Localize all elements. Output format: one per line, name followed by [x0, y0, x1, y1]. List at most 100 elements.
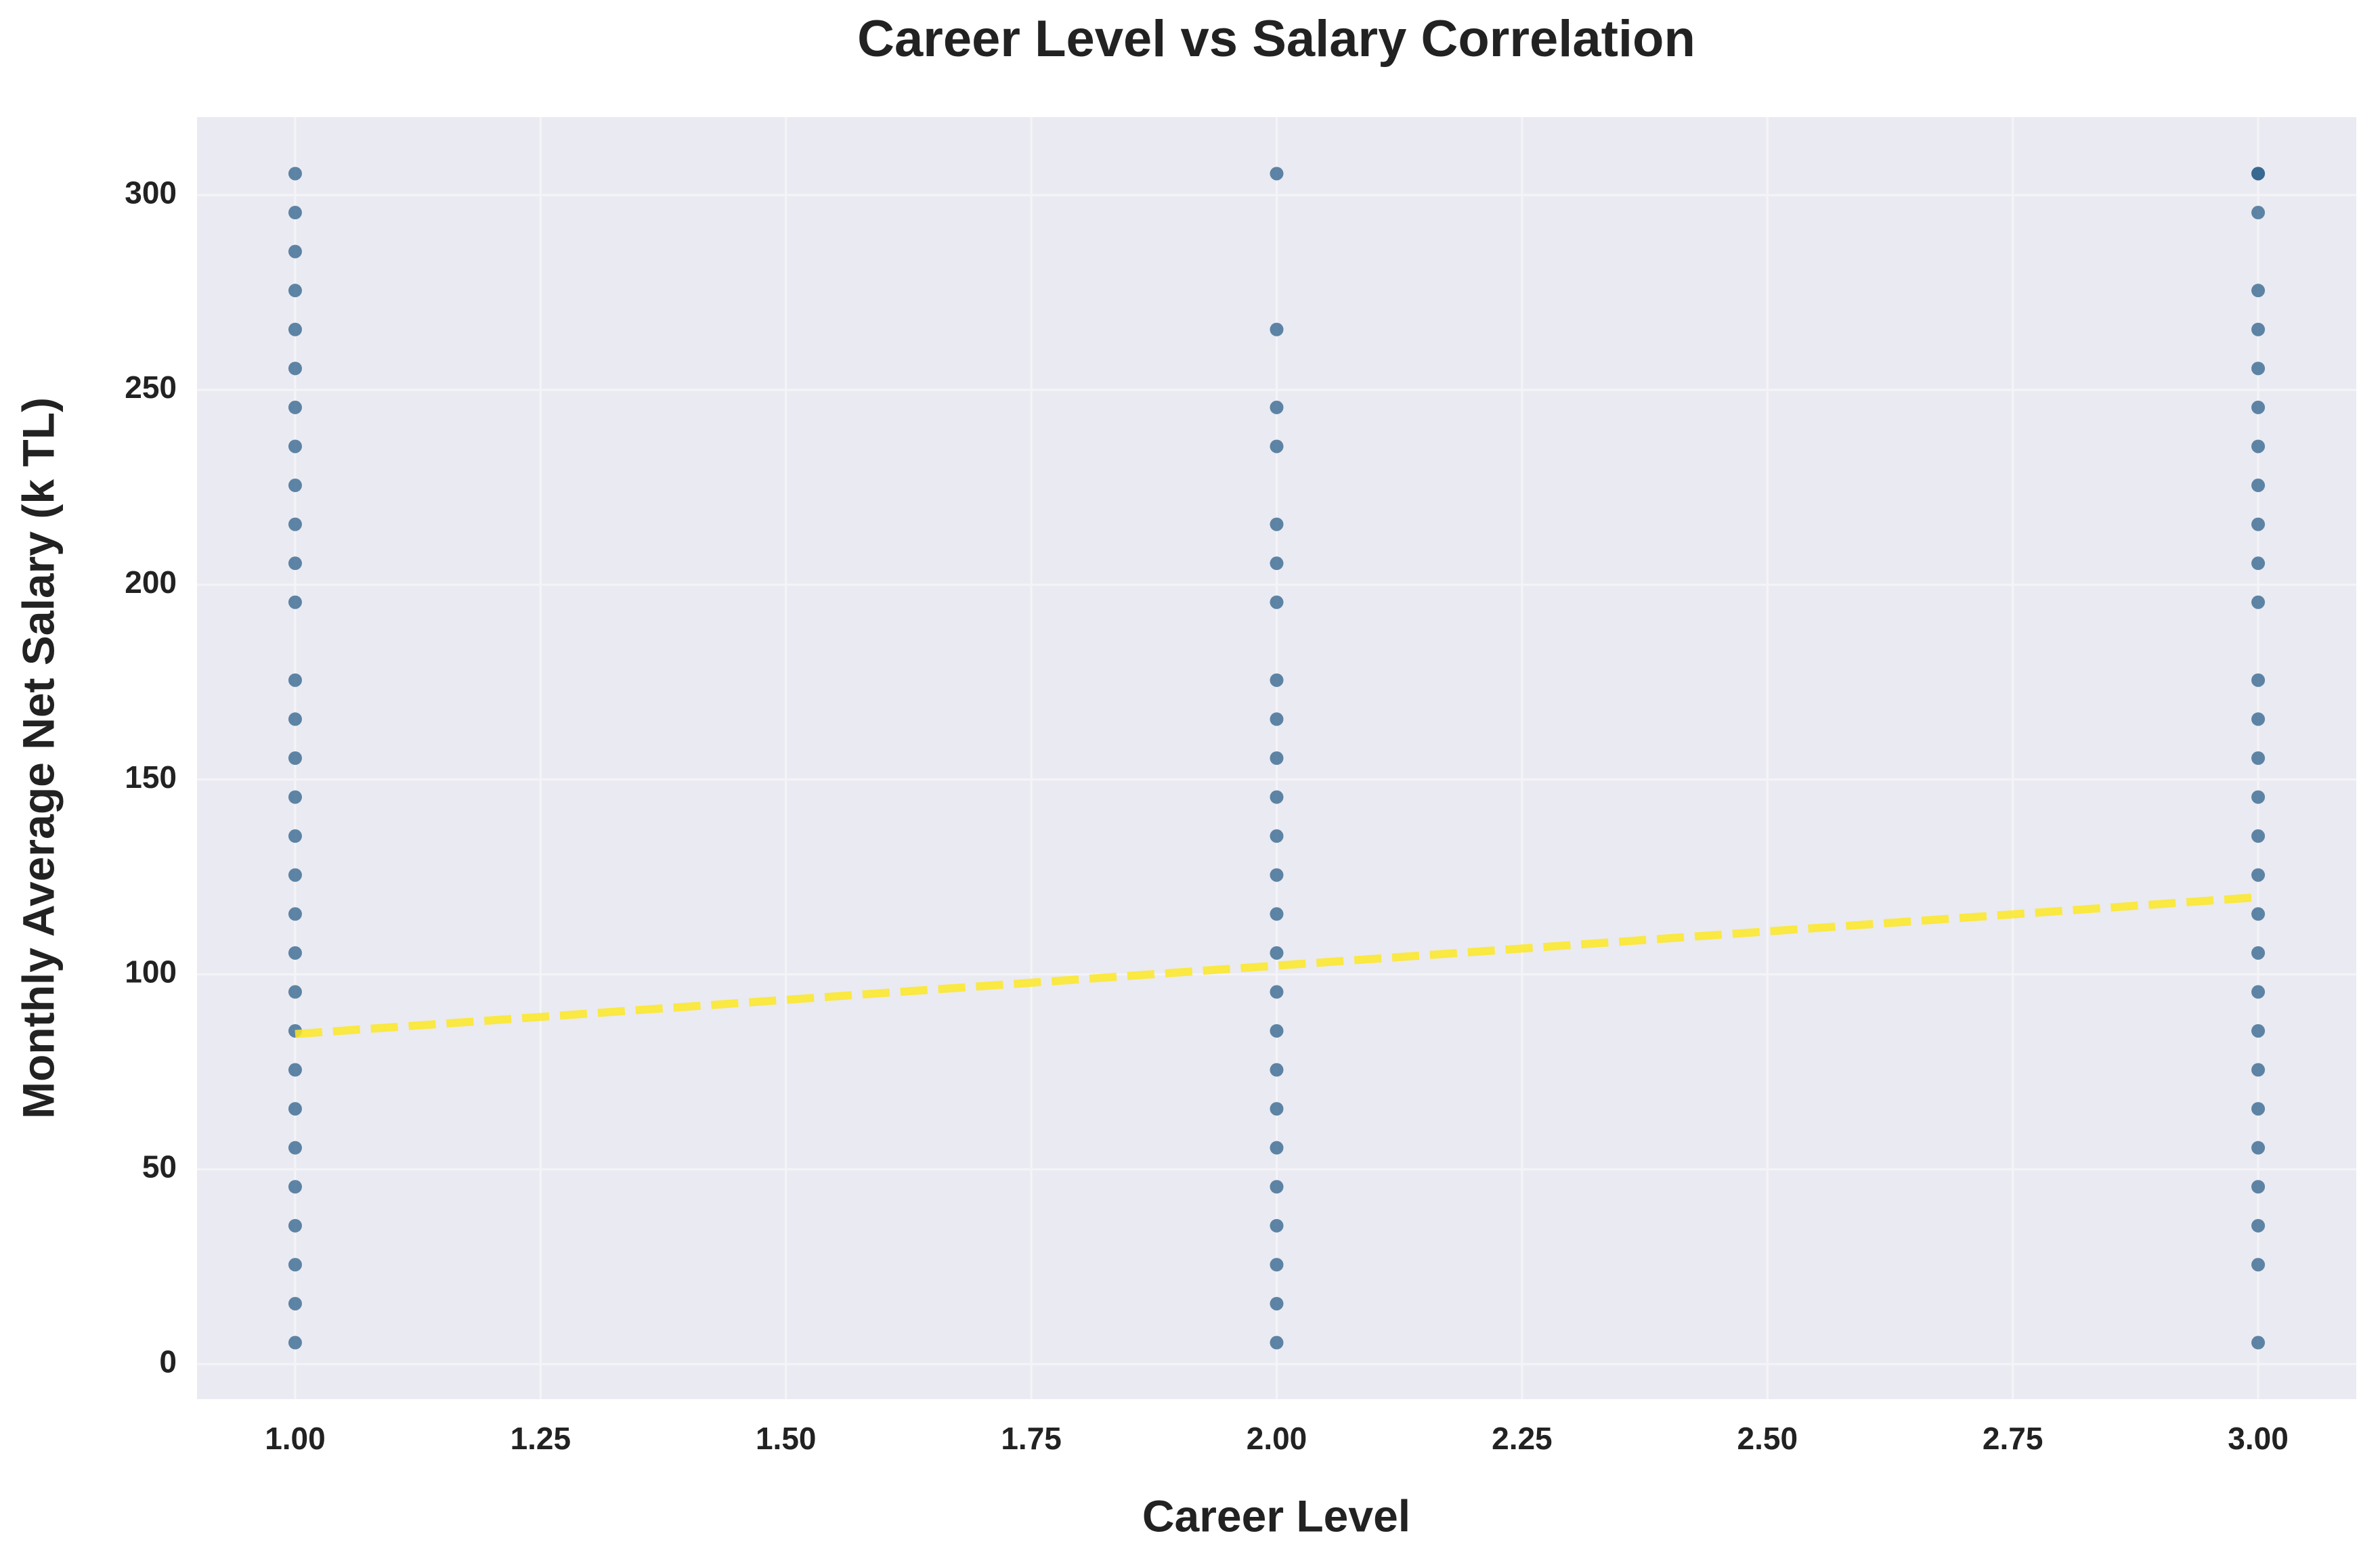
- scatter-point: [1270, 1023, 1284, 1038]
- scatter-point: [2251, 361, 2266, 376]
- scatter-point: [288, 868, 302, 882]
- scatter-point: [288, 1258, 302, 1272]
- x-tick-label: 1.25: [511, 1421, 571, 1456]
- scatter-point: [2251, 439, 2266, 454]
- scatter-point: [2251, 946, 2266, 960]
- scatter-point: [288, 1102, 302, 1116]
- scatter-point: [1270, 985, 1284, 999]
- chart-title: Career Level vs Salary Correlation: [857, 10, 1695, 68]
- scatter-point: [2251, 751, 2266, 765]
- scatter-point: [288, 517, 302, 531]
- scatter-point: [2251, 517, 2266, 531]
- scatter-point: [288, 284, 302, 298]
- scatter-point: [1270, 1336, 1284, 1350]
- x-tick-label: 2.25: [1492, 1421, 1553, 1456]
- scatter-point: [2251, 400, 2266, 414]
- scatter-point: [2251, 595, 2266, 609]
- x-tick-label: 2.75: [1983, 1421, 2043, 1456]
- scatter-point: [2251, 206, 2266, 220]
- scatter-point: [1270, 712, 1284, 726]
- scatter-point: [1270, 1296, 1284, 1310]
- scatter-point: [288, 829, 302, 843]
- scatter-point: [1270, 1218, 1284, 1233]
- scatter-point: [2251, 1102, 2266, 1116]
- x-tick-label: 3.00: [2228, 1421, 2289, 1456]
- y-tick-label: 50: [142, 1149, 177, 1185]
- scatter-point: [288, 595, 302, 609]
- scatter-point: [2251, 1258, 2266, 1272]
- scatter-point: [1270, 556, 1284, 571]
- scatter-point: [2251, 673, 2266, 687]
- scatter-point: [1270, 1180, 1284, 1194]
- scatter-point: [2251, 907, 2266, 921]
- scatter-point: [2251, 1023, 2266, 1038]
- scatter-point: [288, 985, 302, 999]
- scatter-point: [2251, 322, 2266, 336]
- scatter-point: [2251, 1180, 2266, 1194]
- scatter-point: [288, 556, 302, 571]
- scatter-point: [1270, 1102, 1284, 1116]
- scatter-point: [288, 167, 302, 181]
- x-tick-label: 2.50: [1737, 1421, 1798, 1456]
- scatter-point: [2251, 1336, 2266, 1350]
- scatter-point: [288, 673, 302, 687]
- y-tick-label: 100: [125, 954, 177, 990]
- scatter-point: [2251, 829, 2266, 843]
- scatter-point: [2251, 1063, 2266, 1077]
- scatter-point: [288, 712, 302, 726]
- scatter-point: [288, 322, 302, 336]
- scatter-point: [288, 1296, 302, 1310]
- scatter-point: [1270, 751, 1284, 765]
- scatter-point: [288, 751, 302, 765]
- scatter-point: [1270, 1063, 1284, 1077]
- scatter-point: [1270, 400, 1284, 414]
- scatter-point: [288, 1063, 302, 1077]
- scatter-point: [1270, 322, 1284, 336]
- scatter-point: [2251, 284, 2266, 298]
- scatter-point: [2251, 1141, 2266, 1155]
- scatter-point: [288, 244, 302, 259]
- scatter-point: [1270, 595, 1284, 609]
- scatter-point: [1270, 790, 1284, 804]
- scatter-point: [1270, 907, 1284, 921]
- scatter-point: [288, 400, 302, 414]
- scatter-point: [1270, 673, 1284, 687]
- scatter-point: [2251, 790, 2266, 804]
- scatter-point: [1270, 829, 1284, 843]
- scatter-point: [2251, 985, 2266, 999]
- y-axis-label: Monthly Average Net Salary (k TL): [13, 397, 63, 1119]
- scatter-point: [288, 1336, 302, 1350]
- x-axis-label: Career Level: [1142, 1491, 1410, 1541]
- y-tick-label: 300: [125, 175, 177, 210]
- x-tick-label: 2.00: [1247, 1421, 1307, 1456]
- scatter-point: [2251, 556, 2266, 571]
- y-tick-label: 200: [125, 565, 177, 600]
- scatter-point: [2251, 167, 2266, 181]
- scatter-point: [288, 361, 302, 376]
- y-tick-label: 150: [125, 759, 177, 795]
- scatter-point: [288, 439, 302, 454]
- scatter-point: [2251, 868, 2266, 882]
- x-tick-label: 1.75: [1001, 1421, 1062, 1456]
- scatter-point: [1270, 439, 1284, 454]
- y-tick-label: 250: [125, 370, 177, 405]
- scatter-point: [1270, 1141, 1284, 1155]
- y-tick-label: 0: [159, 1344, 177, 1379]
- scatter-point: [2251, 712, 2266, 726]
- scatter-point: [288, 790, 302, 804]
- scatter-point: [288, 907, 302, 921]
- scatter-point: [288, 479, 302, 493]
- scatter-point: [288, 1180, 302, 1194]
- scatter-point: [288, 1218, 302, 1233]
- scatter-point: [288, 206, 302, 220]
- scatter-point: [288, 946, 302, 960]
- scatter-point: [1270, 517, 1284, 531]
- scatter-point: [288, 1141, 302, 1155]
- scatter-point: [2251, 1218, 2266, 1233]
- scatter-point: [1270, 946, 1284, 960]
- scatter-point: [1270, 167, 1284, 181]
- trend-line: [295, 893, 2259, 1038]
- scatter-point: [1270, 868, 1284, 882]
- scatter-point: [2251, 479, 2266, 493]
